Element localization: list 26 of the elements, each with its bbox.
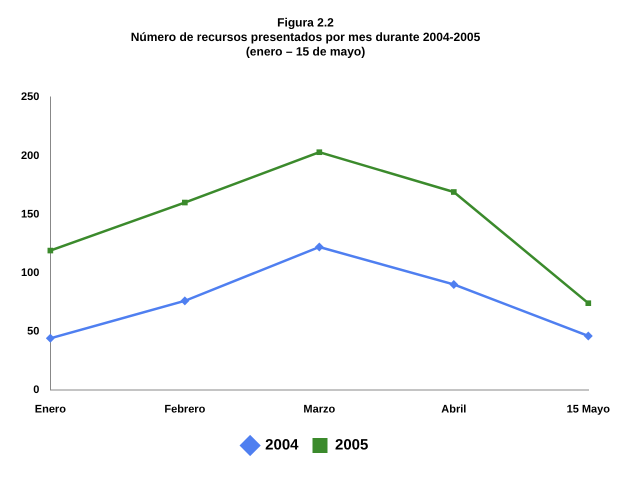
point (314, 242, 324, 252)
text: Figura 2.2 (277, 16, 334, 30)
point (46, 334, 55, 343)
y-tick-label: 100 (20, 266, 40, 279)
point (449, 280, 458, 289)
y-tick-label: 250 (20, 91, 40, 104)
point (48, 248, 54, 254)
y-tick-label: 200 (20, 150, 40, 162)
point (585, 300, 592, 306)
x-tick-label: Marzo (303, 403, 336, 416)
point (182, 200, 188, 206)
point (180, 296, 190, 306)
y-tick-label: 150 (20, 208, 40, 220)
legend-label: 2005 (335, 436, 368, 454)
x-tick-label: Enero (34, 403, 66, 416)
y-tick-label: 50 (27, 325, 40, 338)
x-tick-label: Abril (441, 403, 466, 416)
x-tick-label: Febrero (164, 403, 206, 416)
text: Número de recursos presentados por mes durante 2004-2005 (130, 30, 480, 44)
text: (enero – 15 de mayo) (246, 44, 366, 58)
y-tick-label: 0 (33, 384, 40, 396)
legend-label: 2004 (265, 436, 300, 454)
point (316, 149, 322, 156)
x-tick-label: 15 Mayo (566, 403, 610, 416)
point (450, 189, 457, 195)
point (584, 331, 593, 340)
